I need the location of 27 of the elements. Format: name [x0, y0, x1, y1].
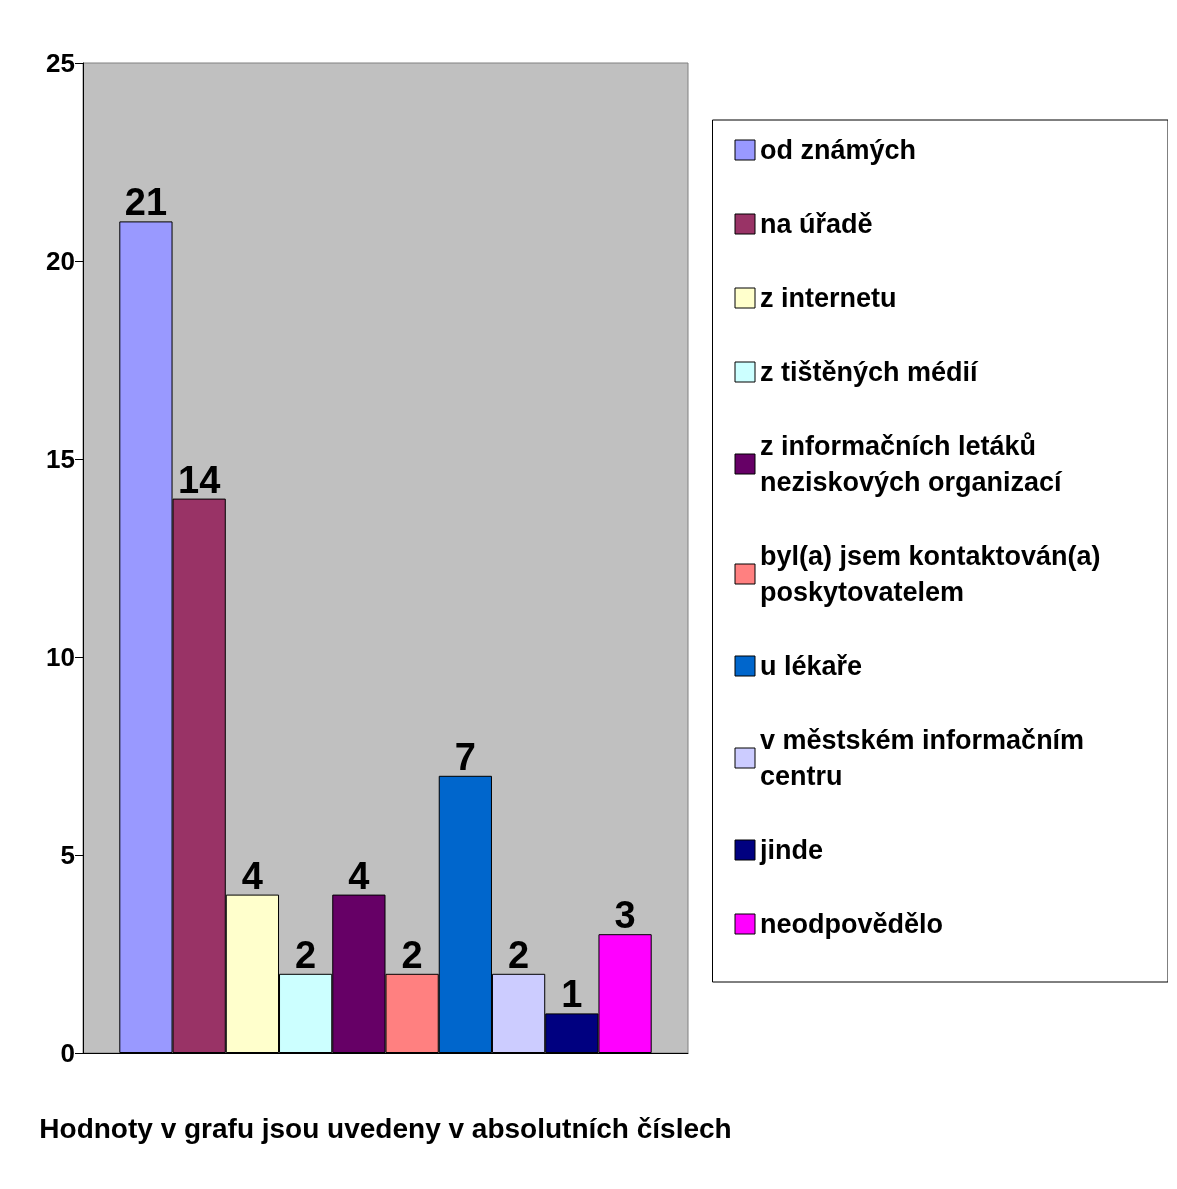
y-tick-label: 25: [46, 48, 75, 78]
legend-label: z informačních letáků neziskových organizací: [760, 431, 1064, 497]
data-label: 4: [348, 854, 370, 897]
legend-label: od známých: [760, 135, 917, 165]
data-label: 2: [508, 933, 530, 976]
data-label: 14: [178, 458, 221, 501]
data-label: 2: [295, 933, 317, 976]
legend-label: byl(a) jsem kontaktován(a) poskytovatelem: [760, 541, 1109, 607]
legend-label: z internetu: [760, 283, 897, 313]
data-label: 7: [454, 735, 476, 778]
y-tick-label: 10: [46, 642, 75, 672]
legend-label: na úřadě: [760, 209, 873, 239]
y-tick-label: 15: [46, 444, 75, 474]
y-tick-label: 20: [46, 246, 75, 276]
legend-label: neodpovědělo: [760, 909, 944, 939]
legend-label: jinde: [759, 835, 824, 865]
legend-label: z tištěných médií: [760, 357, 980, 387]
data-label: 3: [614, 894, 636, 937]
data-label: 1: [561, 973, 583, 1016]
data-label: 4: [241, 854, 263, 897]
legend-label: u lékaře: [760, 651, 863, 681]
data-label: 21: [124, 181, 168, 224]
x-axis-title: Hodnoty v grafu jsou uvedeny v absolutních číslech: [39, 1112, 732, 1144]
data-label: 2: [401, 933, 423, 976]
y-tick-label: 5: [60, 840, 75, 870]
legend-label: v městském informačním centru: [760, 725, 1092, 791]
y-tick-label: 0: [60, 1038, 75, 1068]
